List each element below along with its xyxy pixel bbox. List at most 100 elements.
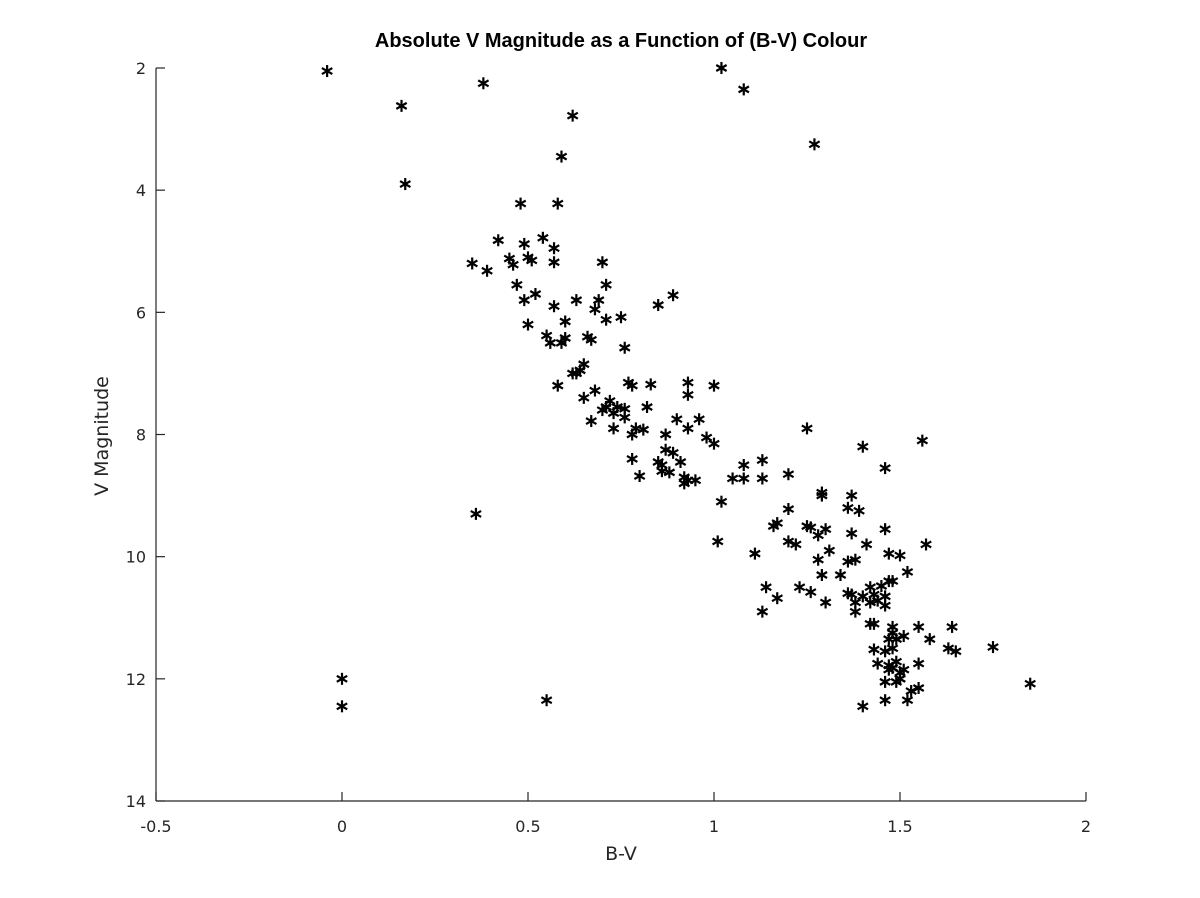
data-point xyxy=(879,523,891,536)
data-point xyxy=(816,489,828,502)
data-point xyxy=(682,388,694,401)
data-point xyxy=(540,694,553,707)
data-point xyxy=(901,565,914,578)
data-point xyxy=(525,254,538,267)
data-point xyxy=(641,401,653,414)
axis-ticks: -0.5 0 0.5 1 1.5 2 2 4 6 8 10 12 14 xyxy=(126,59,1091,836)
data-point xyxy=(738,83,750,96)
data-point xyxy=(819,523,832,536)
data-point xyxy=(618,341,631,354)
data-point xyxy=(920,538,932,551)
data-point xyxy=(395,99,408,112)
data-point xyxy=(652,299,664,312)
data-point xyxy=(879,694,891,707)
data-point xyxy=(793,581,806,594)
data-point xyxy=(336,672,348,685)
data-point xyxy=(886,575,899,588)
data-point xyxy=(857,700,869,713)
data-point xyxy=(738,472,750,485)
data-point xyxy=(607,422,620,435)
data-point xyxy=(633,470,646,483)
data-point xyxy=(399,178,411,191)
data-point xyxy=(901,694,914,707)
data-point xyxy=(537,231,549,244)
data-point xyxy=(912,620,925,633)
data-point xyxy=(548,256,560,269)
data-point xyxy=(600,278,612,291)
data-point xyxy=(738,459,750,472)
data-point xyxy=(659,428,672,441)
x-tick-label: 1.5 xyxy=(887,817,912,836)
data-point xyxy=(589,384,601,397)
data-point xyxy=(321,65,333,78)
data-point xyxy=(842,501,854,514)
data-point xyxy=(518,237,531,250)
data-point xyxy=(749,547,761,560)
data-point xyxy=(845,489,858,502)
data-point xyxy=(518,294,531,307)
data-point xyxy=(596,404,609,417)
data-point xyxy=(845,527,858,540)
data-point xyxy=(678,477,690,490)
data-point xyxy=(1024,677,1036,690)
y-tick-label: 14 xyxy=(126,792,146,811)
data-point xyxy=(879,645,891,658)
data-point xyxy=(812,553,824,566)
data-point xyxy=(782,503,795,516)
data-point xyxy=(548,300,560,313)
data-point xyxy=(715,62,728,74)
x-tick-label: 2 xyxy=(1081,817,1091,836)
data-point xyxy=(790,538,802,551)
data-point xyxy=(522,318,534,331)
chart-title: Absolute V Magnitude as a Function of (B… xyxy=(375,30,867,52)
data-point xyxy=(693,413,705,426)
data-point xyxy=(708,437,720,450)
data-point xyxy=(857,440,869,453)
data-point xyxy=(682,376,694,389)
data-point xyxy=(552,379,564,392)
data-point xyxy=(477,77,490,90)
data-point xyxy=(871,657,884,670)
y-axis-label: V Magnitude xyxy=(91,376,113,496)
data-point xyxy=(782,468,795,481)
data-point xyxy=(671,413,683,426)
data-point xyxy=(645,378,657,391)
x-axis-label: B-V xyxy=(605,843,637,865)
data-point xyxy=(916,434,929,447)
data-point xyxy=(924,633,936,646)
data-point xyxy=(819,596,832,609)
data-point xyxy=(689,474,702,487)
x-tick-label: 0.5 xyxy=(515,817,540,836)
data-point xyxy=(682,422,694,435)
data-point xyxy=(912,657,925,670)
data-point xyxy=(607,407,620,420)
data-point xyxy=(700,431,713,444)
y-tick-label: 2 xyxy=(136,59,146,78)
data-point xyxy=(481,264,493,277)
data-point xyxy=(987,641,999,654)
y-tick-label: 4 xyxy=(136,181,146,200)
data-point xyxy=(507,258,519,271)
x-tick-label: 1 xyxy=(709,817,719,836)
y-tick-label: 12 xyxy=(126,670,146,689)
data-point xyxy=(600,313,612,326)
data-point xyxy=(756,605,769,618)
data-point xyxy=(912,681,925,694)
data-point xyxy=(771,592,783,605)
data-point xyxy=(529,288,542,301)
data-point xyxy=(868,643,880,656)
data-point xyxy=(816,568,828,581)
data-point xyxy=(771,517,783,530)
data-point xyxy=(726,472,739,485)
data-point xyxy=(514,197,527,210)
data-point xyxy=(589,303,601,316)
data-point xyxy=(879,462,891,475)
data-point xyxy=(667,446,679,459)
data-point xyxy=(637,423,650,436)
data-point xyxy=(879,675,891,688)
data-point xyxy=(555,336,568,349)
data-point xyxy=(552,197,564,210)
data-point xyxy=(544,336,557,349)
